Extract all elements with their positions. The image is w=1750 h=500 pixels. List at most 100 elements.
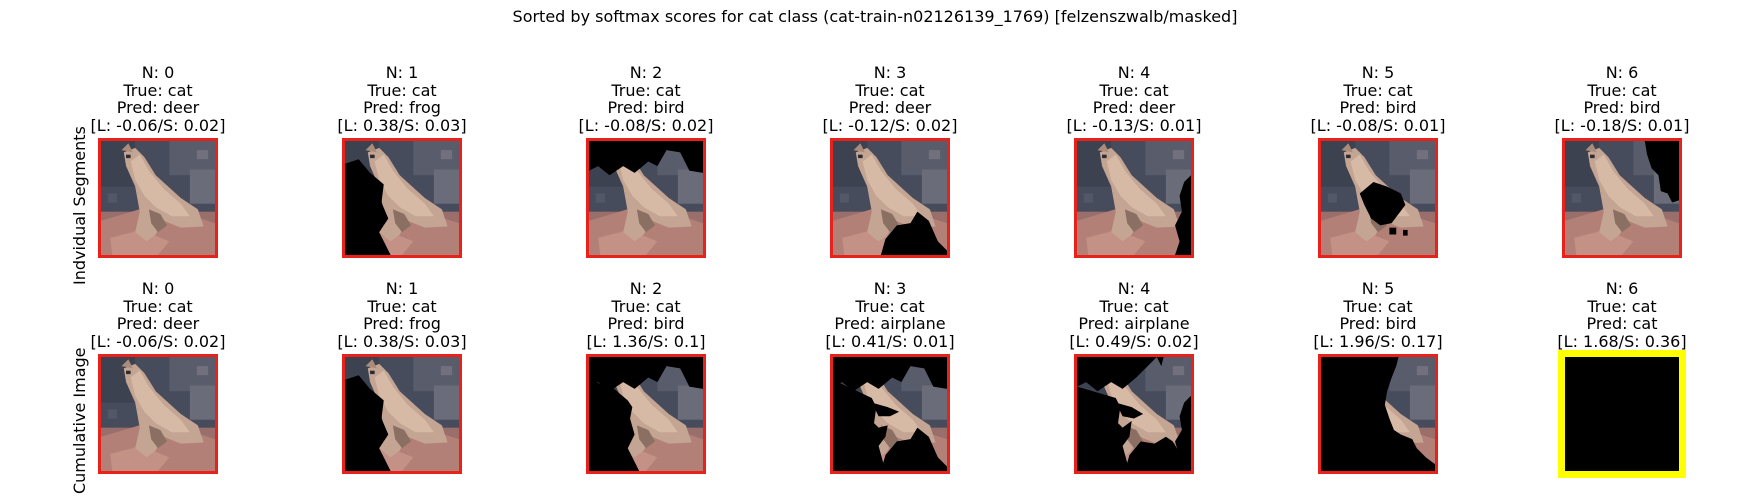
panel-n-label: N: 1 — [385, 279, 419, 298]
panel-scores-label: [L: 0.38/S: 0.03] — [337, 115, 467, 135]
panel-scores-label: [L: -0.08/S: 0.02] — [578, 115, 714, 135]
panel-n-label: N: 0 — [141, 63, 175, 82]
mask-overlay — [345, 375, 391, 471]
panel-pred-label: Pred: frog — [363, 314, 441, 333]
panel-pred-label: Pred: frog — [363, 98, 441, 117]
masked-image — [589, 141, 703, 255]
panel-true-label: True: cat — [855, 80, 925, 100]
mask-overlay — [1644, 141, 1679, 203]
mask-overlay — [1175, 175, 1191, 255]
segment-panel-5: N: 5 True: cat Pred: bird [L: -0.08/S: 0.01… — [1283, 64, 1473, 284]
panel-scores-label: [L: 0.38/S: 0.03] — [337, 331, 467, 351]
masked-image — [1321, 141, 1435, 255]
panel-scores-label: [L: -0.06/S: 0.02] — [90, 115, 226, 135]
panel-n-label: N: 5 — [1361, 279, 1395, 298]
image-thumbnail — [1074, 138, 1194, 258]
panel-n-label: N: 5 — [1361, 63, 1395, 82]
panel-scores-label: [L: 1.36/S: 0.1] — [586, 331, 706, 351]
panel-true-label: True: cat — [123, 80, 193, 100]
masked-image — [1077, 357, 1191, 471]
image-thumbnail — [98, 138, 218, 258]
mask-overlay — [1321, 357, 1435, 471]
panel-true-label: True: cat — [1099, 296, 1169, 316]
panel-n-label: N: 6 — [1605, 279, 1639, 298]
panel-true-label: True: cat — [367, 80, 437, 100]
masked-image — [345, 357, 459, 471]
panel-n-label: N: 3 — [873, 63, 907, 82]
masked-image — [101, 141, 215, 255]
panel-scores-label: [L: 0.41/S: 0.01] — [825, 331, 955, 351]
image-thumbnail — [342, 354, 462, 474]
panel-pred-label: Pred: bird — [607, 98, 685, 117]
panel-caption: N: 5 True: cat Pred: bird [L: 1.96/S: 0.17] — [1283, 280, 1473, 350]
segment-panel-2: N: 2 True: cat Pred: bird [L: -0.08/S: 0.02… — [551, 64, 741, 284]
panel-true-label: True: cat — [1343, 80, 1413, 100]
masked-image — [833, 141, 947, 255]
image-thumbnail — [586, 354, 706, 474]
panel-scores-label: [L: -0.06/S: 0.02] — [90, 331, 226, 351]
mask-overlay — [589, 141, 703, 176]
cumulative-panel-4: N: 4 True: cat Pred: airplane [L: 0.49/S: 0… — [1039, 280, 1229, 500]
mask-overlay — [1359, 182, 1408, 236]
highlighted-image-thumbnail — [1558, 350, 1686, 478]
panel-caption: N: 3 True: cat Pred: airplane [L: 0.41/S: 0… — [795, 280, 985, 350]
panel-n-label: N: 0 — [141, 279, 175, 298]
panel-pred-label: Pred: bird — [1339, 314, 1417, 333]
panel-caption: N: 6 True: cat Pred: cat [L: 1.68/S: 0.36] — [1527, 280, 1717, 350]
panel-pred-label: Pred: deer — [116, 98, 200, 117]
panel-scores-label: [L: 0.49/S: 0.02] — [1069, 331, 1199, 351]
image-thumbnail — [98, 354, 218, 474]
panel-n-label: N: 2 — [629, 279, 663, 298]
panel-n-label: N: 2 — [629, 63, 663, 82]
masked-image — [833, 357, 947, 471]
image-thumbnail — [342, 138, 462, 258]
cumulative-panel-5: N: 5 True: cat Pred: bird [L: 1.96/S: 0.17] — [1283, 280, 1473, 500]
panel-scores-label: [L: -0.08/S: 0.01] — [1310, 115, 1446, 135]
cumulative-panel-2: N: 2 True: cat Pred: bird [L: 1.36/S: 0.1] — [551, 280, 741, 500]
panel-caption: N: 2 True: cat Pred: bird [L: 1.36/S: 0.1] — [551, 280, 741, 350]
panel-caption: N: 0 True: cat Pred: deer [L: -0.06/S: 0.02… — [63, 280, 253, 350]
masked-image — [1565, 357, 1679, 471]
segment-panel-4: N: 4 True: cat Pred: deer [L: -0.13/S: 0.01… — [1039, 64, 1229, 284]
panel-pred-label: Pred: deer — [848, 98, 932, 117]
image-thumbnail — [1074, 354, 1194, 474]
panel-caption: N: 0 True: cat Pred: deer [L: -0.06/S: 0.02… — [63, 64, 253, 134]
panel-caption: N: 4 True: cat Pred: deer [L: -0.13/S: 0.01… — [1039, 64, 1229, 134]
panel-pred-label: Pred: bird — [607, 314, 685, 333]
figure-title: Sorted by softmax scores for cat class (… — [512, 7, 1238, 26]
image-thumbnail — [586, 138, 706, 258]
mask-overlay — [1077, 357, 1191, 471]
panel-true-label: True: cat — [1343, 296, 1413, 316]
cumulative-panel-6: N: 6 True: cat Pred: cat [L: 1.68/S: 0.36] — [1527, 280, 1717, 500]
cumulative-panel-0: N: 0 True: cat Pred: deer [L: -0.06/S: 0.02… — [63, 280, 253, 500]
image-thumbnail — [1562, 138, 1682, 258]
panel-caption: N: 6 True: cat Pred: bird [L: -0.18/S: 0.01… — [1527, 64, 1717, 134]
masked-image — [1077, 141, 1191, 255]
panel-true-label: True: cat — [611, 80, 681, 100]
masked-image — [345, 141, 459, 255]
panel-caption: N: 2 True: cat Pred: bird [L: -0.08/S: 0.02… — [551, 64, 741, 134]
segment-panel-3: N: 3 True: cat Pred: deer [L: -0.12/S: 0.02… — [795, 64, 985, 284]
panel-pred-label: Pred: cat — [1586, 314, 1658, 333]
image-thumbnail — [830, 354, 950, 474]
panel-scores-label: [L: -0.12/S: 0.02] — [822, 115, 958, 135]
segment-panel-0: N: 0 True: cat Pred: deer [L: -0.06/S: 0.02… — [63, 64, 253, 284]
cumulative-panel-1: N: 1 True: cat Pred: frog [L: 0.38/S: 0.03] — [307, 280, 497, 500]
panel-true-label: True: cat — [1587, 296, 1657, 316]
panel-true-label: True: cat — [855, 296, 925, 316]
panel-caption: N: 4 True: cat Pred: airplane [L: 0.49/S: 0… — [1039, 280, 1229, 350]
panel-pred-label: Pred: deer — [116, 314, 200, 333]
masked-image — [1321, 357, 1435, 471]
panel-true-label: True: cat — [611, 296, 681, 316]
mask-overlay — [589, 357, 703, 471]
mask-overlay — [1565, 357, 1679, 471]
panel-n-label: N: 4 — [1117, 279, 1151, 298]
panel-caption: N: 5 True: cat Pred: bird [L: -0.08/S: 0.01… — [1283, 64, 1473, 134]
image-thumbnail — [1318, 138, 1438, 258]
segment-panel-1: N: 1 True: cat Pred: frog [L: 0.38/S: 0.03] — [307, 64, 497, 284]
panel-scores-label: [L: -0.18/S: 0.01] — [1554, 115, 1690, 135]
image-thumbnail — [1318, 354, 1438, 474]
mask-overlay — [345, 159, 391, 255]
panel-true-label: True: cat — [1587, 80, 1657, 100]
panel-n-label: N: 6 — [1605, 63, 1639, 82]
